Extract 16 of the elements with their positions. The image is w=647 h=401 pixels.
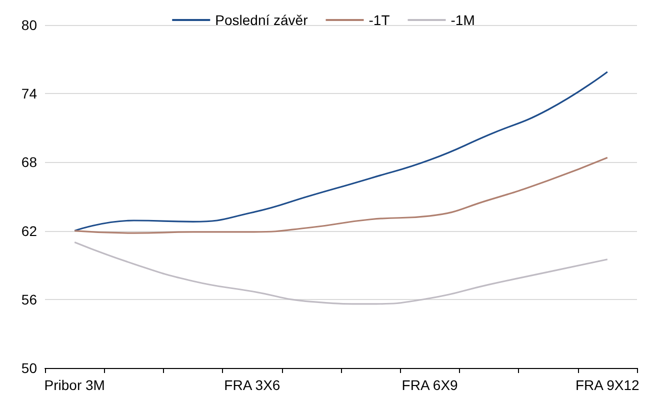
y-tick-label: 56 [21, 291, 38, 308]
legend-label: -1M [450, 12, 475, 28]
x-tick-label: FRA 6X9 [402, 377, 458, 393]
legend-label: -1T [368, 12, 390, 28]
x-tick-label: FRA 3X6 [224, 377, 280, 393]
line-series [74, 71, 608, 232]
line-series [74, 156, 608, 234]
y-tick-label: 68 [21, 154, 38, 170]
legend-label: Poslední závěr [215, 12, 308, 28]
y-tick-label: 62 [21, 222, 38, 239]
y-tick-label: 74 [21, 86, 38, 102]
y-tick-label: 50 [21, 360, 38, 376]
line-series [74, 241, 608, 305]
x-tick-label: Pribor 3M [44, 377, 105, 393]
y-tick-label: 80 [21, 17, 38, 33]
x-tick-label: FRA 9X12 [575, 377, 640, 393]
